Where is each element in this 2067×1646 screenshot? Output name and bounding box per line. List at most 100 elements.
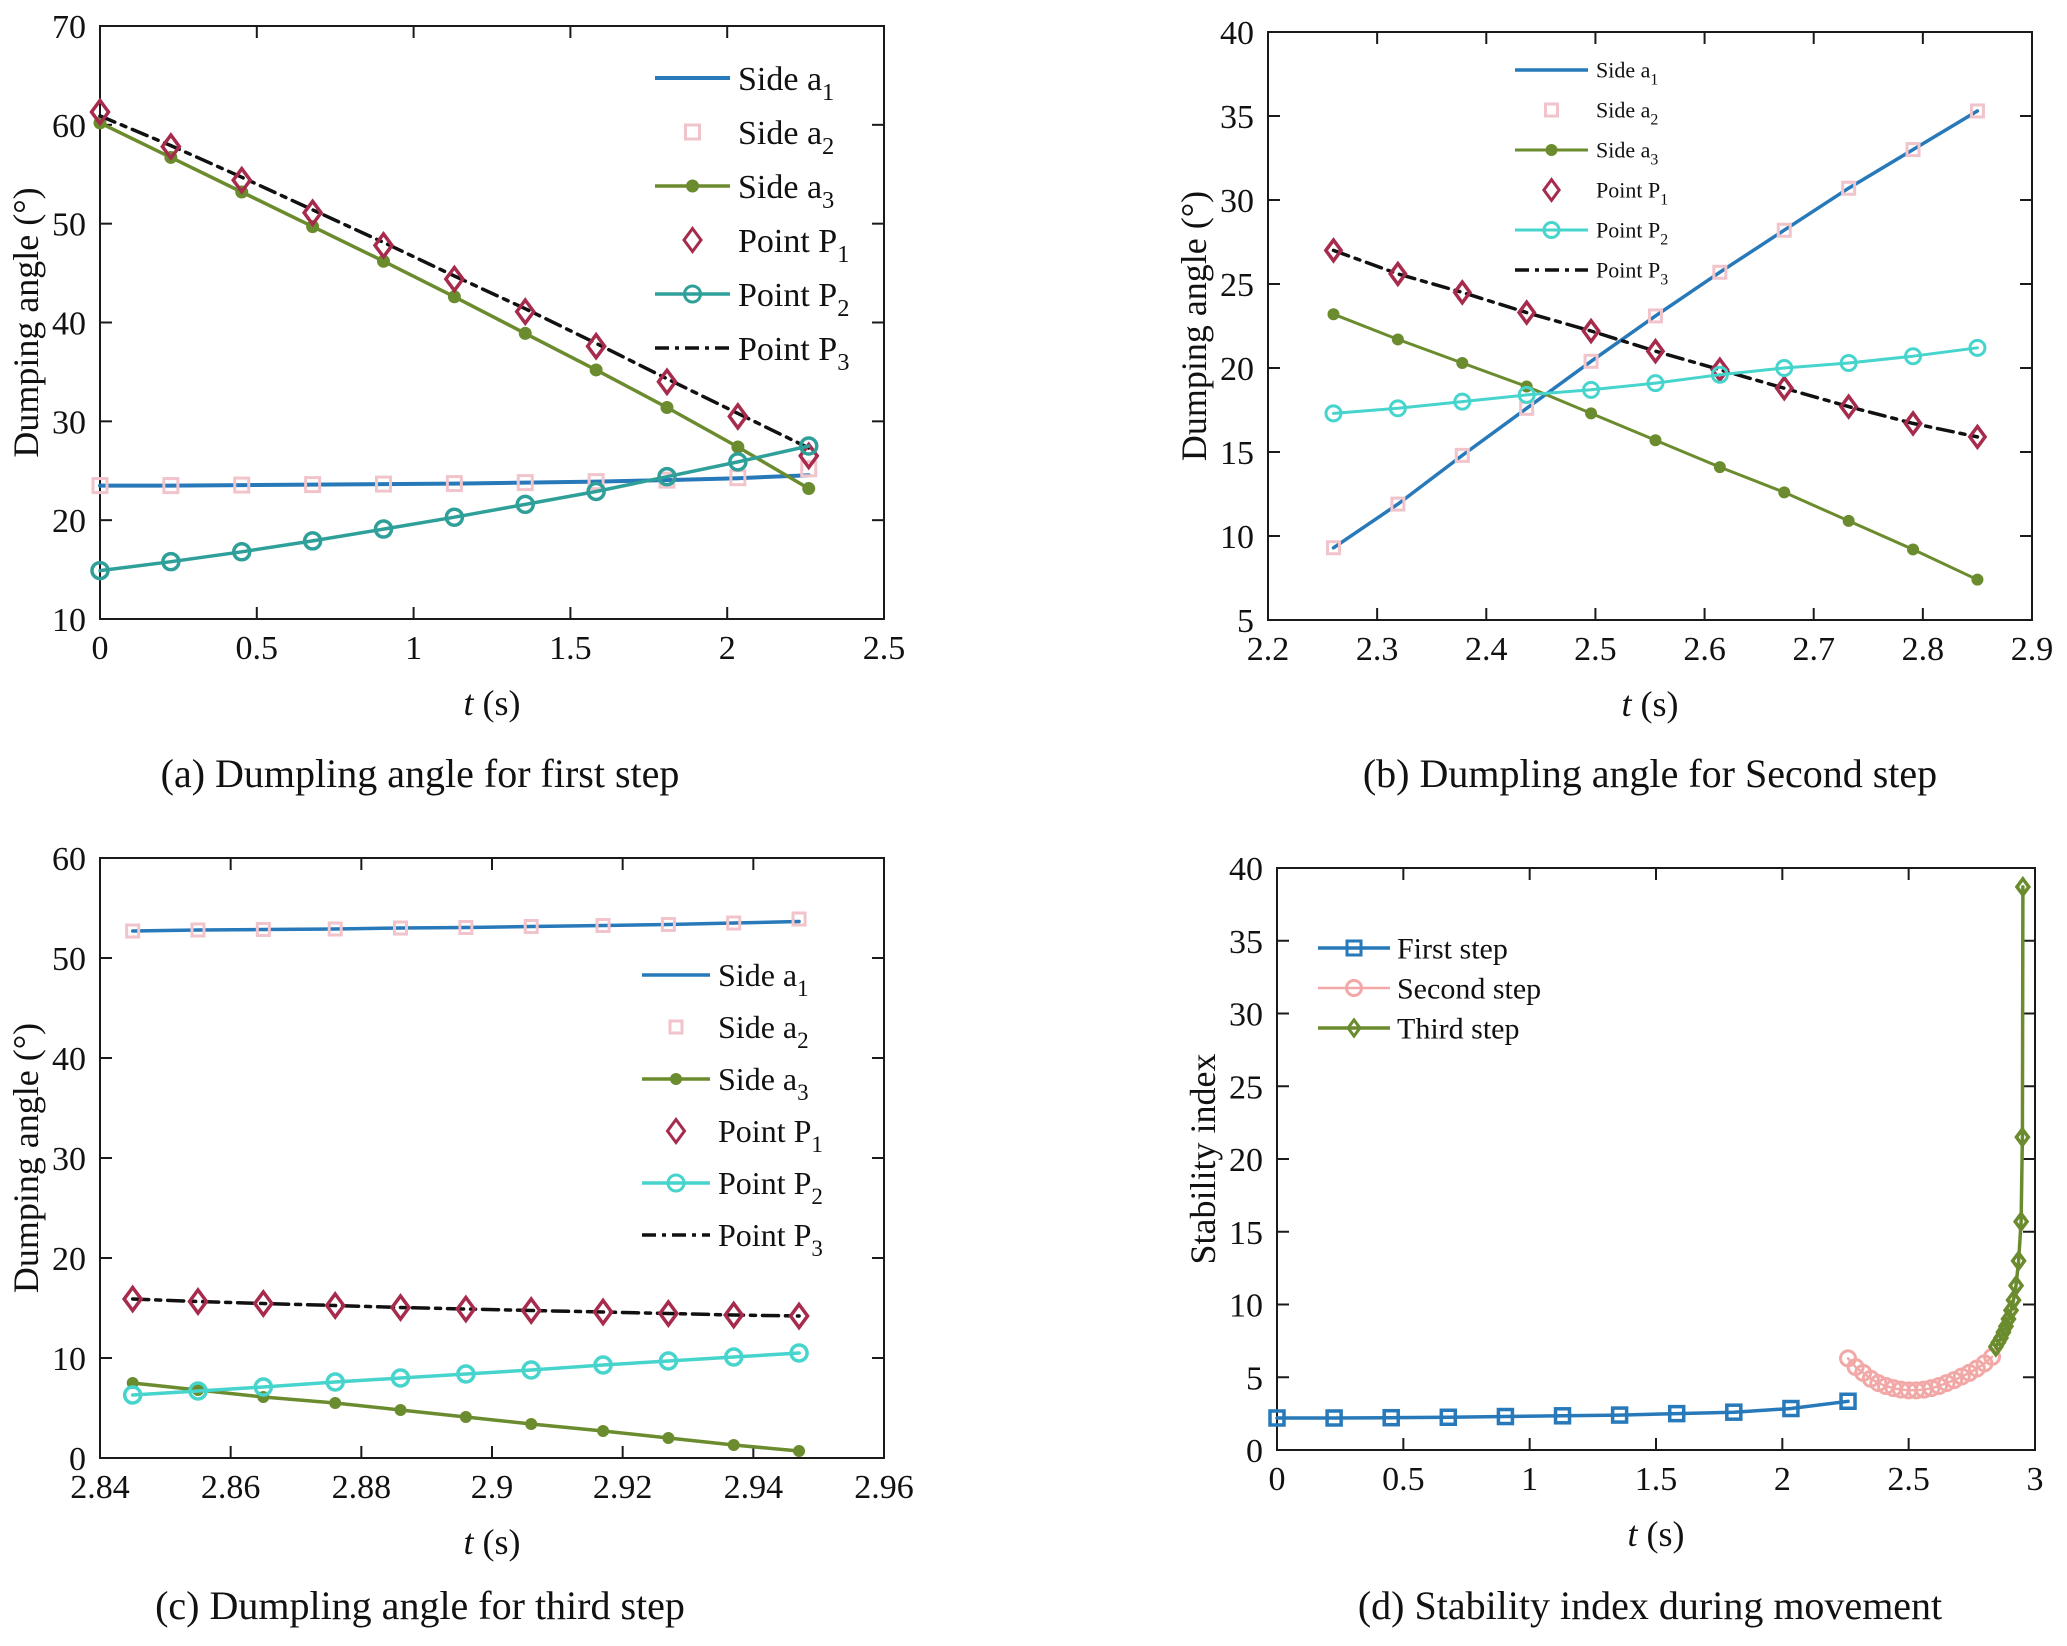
series-marker bbox=[1610, 1406, 1629, 1424]
chart-a-series-point-p2 bbox=[90, 436, 819, 581]
legend-entry: Side a1 bbox=[655, 61, 834, 106]
series-marker bbox=[1725, 1403, 1743, 1421]
legend-label: Point P2 bbox=[718, 1165, 823, 1209]
series-marker bbox=[1454, 447, 1470, 463]
series-marker bbox=[304, 476, 322, 494]
series-marker bbox=[585, 331, 607, 361]
chart-c-series-point-p2 bbox=[122, 1343, 809, 1405]
series-marker bbox=[656, 367, 678, 397]
series-marker bbox=[525, 1418, 538, 1430]
series-marker bbox=[2014, 875, 2031, 898]
chart-d-xlabel: t (s) bbox=[1627, 1514, 1684, 1554]
chart-d-ytick-label: 10 bbox=[1229, 1288, 1263, 1325]
series-marker bbox=[1967, 423, 1988, 451]
legend-entry: Side a1 bbox=[1515, 58, 1658, 88]
legend-label: Side a2 bbox=[1596, 98, 1658, 129]
series-marker bbox=[1971, 573, 1984, 586]
chart-c: 2.84 2.86 2.88 2.9 2.92 2.94 2.96 0 10 20 30 40 50 60… bbox=[6, 841, 914, 1562]
legend-label: Side a3 bbox=[718, 1061, 809, 1105]
chart-c-ytick-label: 50 bbox=[52, 941, 86, 978]
series-marker bbox=[1583, 353, 1599, 369]
chart-b-xlabel: t (s) bbox=[1621, 684, 1678, 724]
legend-label: Point P2 bbox=[1596, 218, 1668, 249]
legend-label: Side a1 bbox=[718, 957, 809, 1001]
chart-d-series-second-step bbox=[1839, 1347, 2002, 1400]
series-marker bbox=[1646, 374, 1665, 393]
series-marker bbox=[91, 477, 109, 495]
legend-entry: Third step bbox=[1318, 1013, 1519, 1046]
series-marker bbox=[800, 460, 818, 478]
chart-b-ytick-label: 20 bbox=[1220, 351, 1254, 388]
chart-a-ytick-label: 50 bbox=[52, 207, 86, 244]
chart-b-ytick-label: 10 bbox=[1220, 519, 1254, 556]
legend-entry: Second step bbox=[1318, 973, 1541, 1006]
series-marker bbox=[1553, 1407, 1572, 1425]
series-marker bbox=[788, 1301, 810, 1331]
chart-d-xtick-label: 1 bbox=[1521, 1461, 1538, 1498]
legend-sample-marker bbox=[1544, 102, 1559, 118]
series-marker bbox=[1842, 514, 1855, 527]
chart-d-xtick-label: 1.5 bbox=[1635, 1461, 1678, 1498]
series-marker bbox=[2010, 1249, 2027, 1272]
series-marker bbox=[1327, 308, 1340, 321]
chart-c-series-point-p1 bbox=[121, 1284, 810, 1331]
series-marker bbox=[1268, 1409, 1286, 1427]
chart-d-xtick-label: 0.5 bbox=[1382, 1461, 1425, 1498]
series-marker bbox=[518, 326, 532, 340]
legend-entry: Side a2 bbox=[684, 115, 834, 160]
chart-d-xtick-label: 2.5 bbox=[1887, 1461, 1930, 1498]
legend-entry: Side a2 bbox=[1544, 98, 1658, 129]
legend-label: Side a1 bbox=[738, 61, 834, 106]
series-marker bbox=[2014, 1126, 2031, 1149]
chart-c-xtick-label: 2.94 bbox=[724, 1469, 784, 1506]
legend-label: Point P1 bbox=[718, 1113, 823, 1157]
chart-b-series-side-a3 bbox=[1327, 308, 1984, 586]
legend-label: Point P1 bbox=[1596, 178, 1668, 209]
legend-label: Point P3 bbox=[738, 331, 849, 376]
chart-b-legend: Side a1 Side a2 Side a3 Point P1 Point P2 Poi… bbox=[1515, 58, 1668, 289]
series-marker bbox=[372, 230, 395, 260]
series-marker bbox=[791, 911, 807, 927]
series-marker bbox=[523, 919, 539, 934]
series-marker bbox=[516, 474, 534, 492]
legend-label: Point P3 bbox=[1596, 258, 1668, 289]
series-marker bbox=[394, 1404, 407, 1416]
legend-sample-marker bbox=[666, 1173, 686, 1193]
series-marker bbox=[255, 922, 271, 937]
series-marker bbox=[459, 1411, 472, 1423]
series-marker bbox=[798, 436, 819, 456]
chart-b-xtick-label: 2.9 bbox=[2011, 631, 2054, 668]
legend-entry: Point P3 bbox=[655, 331, 849, 376]
chart-d-ytick-label: 0 bbox=[1246, 1433, 1263, 1470]
series-marker bbox=[597, 1425, 610, 1437]
series-marker bbox=[592, 1297, 614, 1327]
series-marker bbox=[231, 165, 253, 195]
series-marker bbox=[726, 915, 742, 931]
chart-c-series-side-a2 bbox=[125, 911, 807, 939]
chart-b-series-point-p3 bbox=[1331, 248, 1980, 439]
legend-sample-marker bbox=[670, 1073, 682, 1085]
series-marker bbox=[301, 198, 324, 228]
series-line bbox=[130, 919, 801, 933]
series-marker bbox=[1581, 317, 1601, 345]
series-marker bbox=[1325, 1409, 1343, 1427]
chart-c-ytick-label: 20 bbox=[52, 1241, 86, 1278]
chart-a-ytick-label: 40 bbox=[52, 306, 86, 343]
series-marker bbox=[1904, 347, 1923, 366]
chart-b-ylabel: Dumping angle (°) bbox=[1174, 191, 1214, 461]
series-marker bbox=[1382, 1408, 1400, 1427]
series-marker bbox=[458, 920, 474, 935]
series-marker bbox=[514, 297, 536, 327]
legend-sample-marker bbox=[683, 284, 702, 304]
series-marker bbox=[302, 531, 323, 551]
series-marker bbox=[727, 401, 749, 431]
series-marker bbox=[125, 923, 141, 939]
legend-label: Second step bbox=[1397, 973, 1541, 1006]
caption-b: (b) Dumpling angle for Second step bbox=[1362, 751, 1938, 796]
legend-label: Point P3 bbox=[718, 1217, 823, 1261]
series-marker bbox=[520, 1296, 542, 1325]
chart-d-series-third-step bbox=[1987, 875, 2031, 1358]
legend-entry: Point P2 bbox=[1515, 218, 1668, 249]
series-marker bbox=[324, 1291, 346, 1320]
